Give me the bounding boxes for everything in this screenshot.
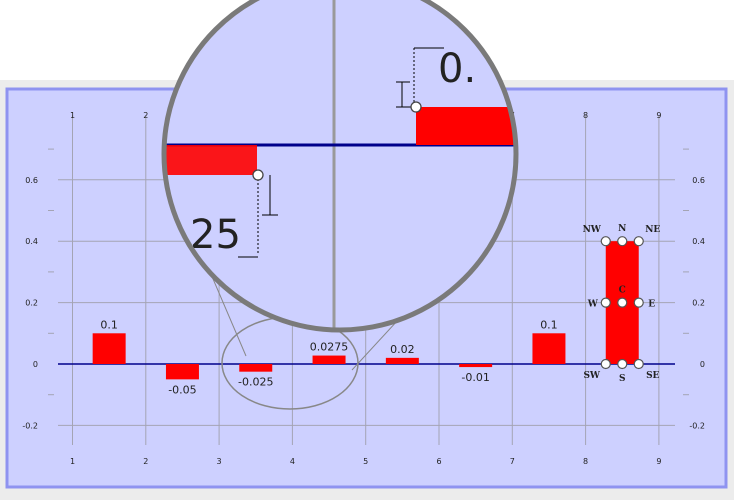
bar-value-label: -0.025 (238, 376, 273, 389)
bar-6 (459, 364, 493, 368)
y-tick-label-right: -0.2 (689, 421, 705, 430)
handle-e[interactable] (633, 297, 644, 308)
bar-2 (165, 364, 199, 380)
y-tick-label-left: 0 (33, 360, 38, 369)
x-tick-label-bottom: 8 (583, 457, 588, 466)
bar-3 (239, 364, 273, 372)
handle-label-w: W (587, 300, 599, 310)
lens-zoom-label: 0. (438, 46, 476, 92)
handle-label-se: SE (646, 371, 659, 381)
bar-value-label: 0.1 (540, 318, 558, 331)
x-tick-label-top: 2 (143, 111, 148, 120)
handle-label-nw: NW (583, 225, 602, 235)
y-tick-label-right: 0.6 (692, 176, 705, 185)
x-tick-label-bottom: 9 (656, 457, 661, 466)
bar-1 (92, 333, 126, 364)
handle-se[interactable] (633, 358, 644, 370)
y-tick-label-right: 0 (700, 360, 705, 369)
handle-label-e: E (648, 300, 655, 310)
y-tick-label-left: 0.4 (25, 237, 38, 246)
y-tick-label-left: 0.2 (25, 299, 38, 308)
handle-label-sw: SW (583, 371, 600, 381)
handle-w[interactable] (600, 297, 611, 308)
x-tick-label-top: 8 (583, 111, 588, 120)
lens-handle (410, 101, 422, 113)
x-tick-label-top: 1 (70, 111, 75, 120)
bar-7 (532, 333, 566, 364)
x-tick-label-top: 9 (656, 111, 661, 120)
handle-n[interactable] (617, 236, 628, 247)
y-tick-label-left: 0.6 (25, 176, 38, 185)
x-tick-label-bottom: 1 (70, 457, 75, 466)
handle-label-ne: NE (645, 225, 660, 235)
x-tick-label-bottom: 5 (363, 457, 368, 466)
lens-handle (252, 169, 264, 181)
bar-value-label: 0.0275 (310, 341, 349, 354)
bar-4 (312, 355, 346, 364)
x-tick-label-bottom: 4 (290, 457, 295, 466)
bar-value-label: 0.1 (100, 318, 118, 331)
handle-c[interactable] (617, 297, 628, 308)
lens-bar-positive (416, 107, 516, 145)
lens-content: 0.25 (164, 0, 516, 330)
lens-rim (161, 0, 519, 333)
x-tick-label-bottom: 3 (217, 457, 222, 466)
handle-s[interactable] (617, 358, 628, 370)
x-tick-label-bottom: 2 (143, 457, 148, 466)
handle-label-n: N (618, 224, 626, 234)
y-tick-label-right: 0.4 (692, 237, 705, 246)
handle-label-c: C (619, 286, 626, 296)
bar-value-label: -0.01 (461, 371, 489, 384)
bar-value-label: 0.02 (390, 343, 415, 356)
x-tick-label-bottom: 7 (510, 457, 515, 466)
y-tick-label-right: 0.2 (692, 299, 705, 308)
lens-bar-negative (164, 145, 257, 175)
handle-nw[interactable] (600, 236, 611, 247)
x-tick-label-bottom: 6 (436, 457, 441, 466)
lens-zoom-label: 25 (190, 212, 241, 258)
handle-ne[interactable] (633, 236, 644, 247)
magnifier-lens: 0.25 (161, 0, 519, 410)
y-tick-label-left: -0.2 (22, 421, 38, 430)
handle-sw[interactable] (600, 358, 611, 370)
bar-value-label: -0.05 (168, 383, 196, 396)
bar-5 (385, 357, 419, 364)
selection-handles[interactable]: NW N NE W C E SW S SE (583, 224, 661, 384)
handle-label-s: S (619, 374, 626, 384)
